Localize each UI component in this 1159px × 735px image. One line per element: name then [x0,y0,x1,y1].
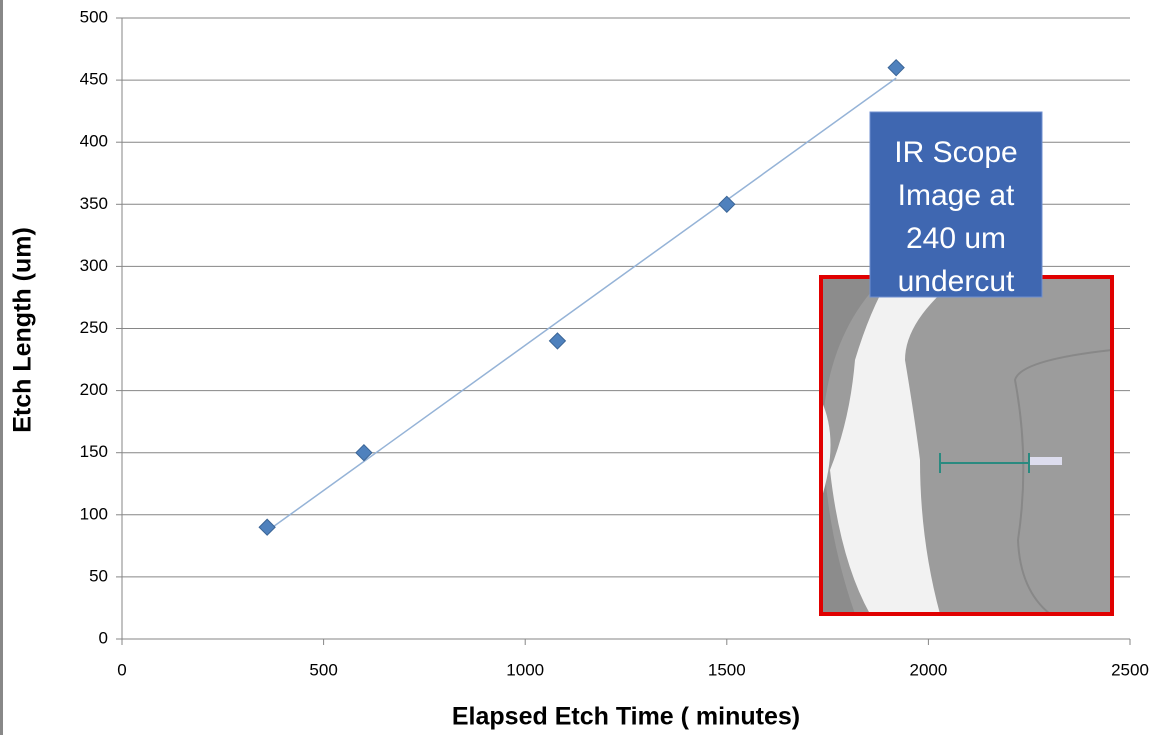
annotation-line: 240 um [906,222,1006,255]
photo-region [821,277,885,614]
point [355,443,373,462]
annotation-box [869,111,1043,298]
y-tick-label: 500 [80,7,108,26]
y-tick-label: 200 [80,380,108,399]
photo-label [1030,457,1062,465]
point [887,58,905,77]
point [718,195,736,214]
x-tick-label: 1500 [708,660,746,679]
y-tick-label: 50 [89,566,108,585]
y-tick-label: 450 [80,70,108,89]
x-tick-label: 0 [117,660,126,679]
y-tick-label: 400 [80,132,108,151]
photo-edge [1013,349,1113,615]
y-tick-label: 150 [80,442,108,461]
marks [258,58,905,536]
y-tick-label: 250 [80,318,108,337]
y-tick-label: 350 [80,194,108,213]
y-tick-label: 100 [80,504,108,523]
annotation: IR Scope Image at 240 um undercut [894,136,1017,298]
page-edge [0,0,3,735]
inset-photo [819,275,1114,616]
y-axis-title: Etch Length (um) [9,227,37,433]
trendline [266,77,897,532]
y-tick-label: 0 [99,628,108,647]
photo-band [821,400,831,500]
x-tick-label: 500 [309,660,337,679]
point [548,332,567,350]
annotation-line: undercut [898,265,1015,298]
annotation-line: Image at [898,179,1015,212]
x-tick-label: 2000 [909,660,947,679]
annotation-line: IR Scope [894,136,1017,169]
x-axis-title: Elapsed Etch Time ( minutes) [452,703,800,731]
y-tick-label: 300 [80,256,108,275]
x-tick-label: 2500 [1111,660,1149,679]
x-tick-label: 1000 [506,660,544,679]
point [258,518,276,536]
photo-band [830,277,960,614]
